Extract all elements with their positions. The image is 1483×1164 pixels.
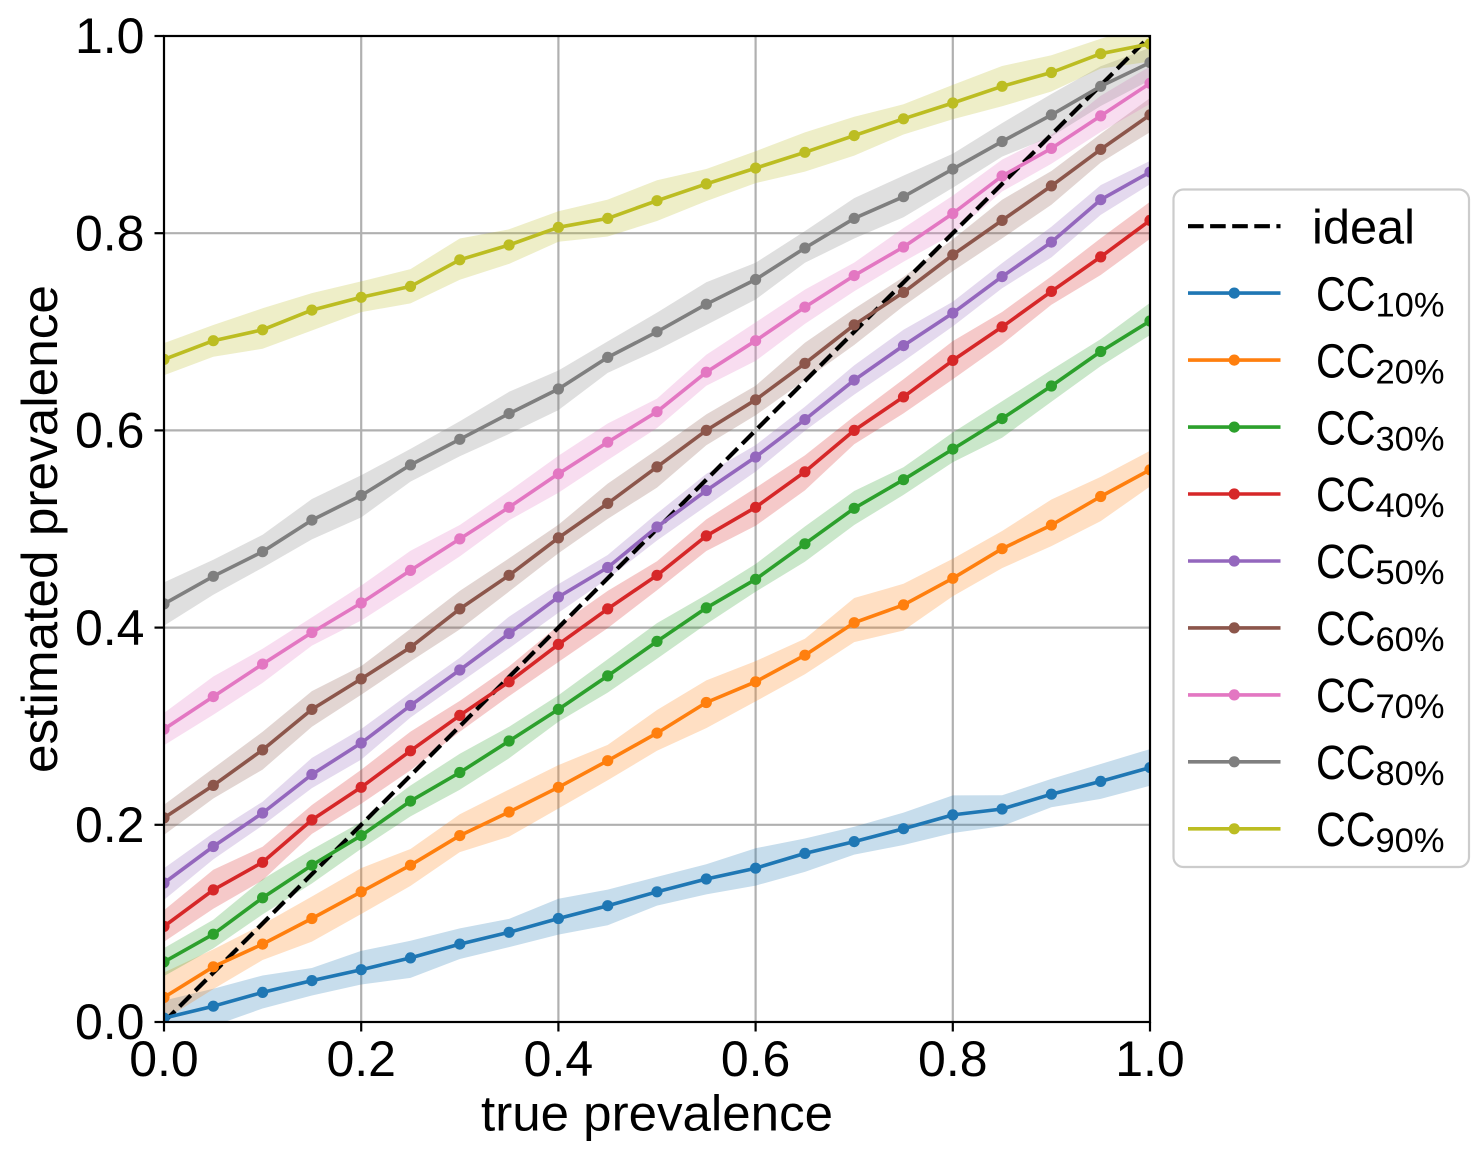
svg-text:CC20%: CC20% (1316, 335, 1445, 391)
svg-text:1.0: 1.0 (1115, 1031, 1185, 1087)
svg-text:CC80%: CC80% (1316, 737, 1445, 793)
svg-text:0.0: 0.0 (129, 1031, 199, 1087)
svg-text:0.2: 0.2 (75, 797, 145, 853)
svg-text:CC30%: CC30% (1316, 402, 1445, 458)
svg-text:CC60%: CC60% (1316, 603, 1445, 659)
svg-text:1.0: 1.0 (75, 8, 145, 64)
svg-text:0.6: 0.6 (721, 1031, 791, 1087)
svg-text:CC10%: CC10% (1316, 268, 1445, 324)
svg-text:CC40%: CC40% (1316, 469, 1445, 525)
svg-text:CC70%: CC70% (1316, 670, 1445, 726)
svg-text:CC50%: CC50% (1316, 536, 1445, 592)
svg-text:CC90%: CC90% (1316, 804, 1445, 860)
svg-text:0.4: 0.4 (75, 600, 145, 656)
svg-text:0.6: 0.6 (75, 403, 145, 459)
svg-text:ideal: ideal (1312, 201, 1415, 254)
svg-text:estimated prevalence: estimated prevalence (12, 285, 68, 773)
svg-text:0.4: 0.4 (524, 1031, 594, 1087)
svg-text:0.2: 0.2 (326, 1031, 396, 1087)
svg-text:true prevalence: true prevalence (481, 1086, 833, 1142)
svg-text:0.8: 0.8 (918, 1031, 988, 1087)
svg-text:0.0: 0.0 (75, 994, 145, 1050)
svg-text:0.8: 0.8 (75, 205, 145, 261)
